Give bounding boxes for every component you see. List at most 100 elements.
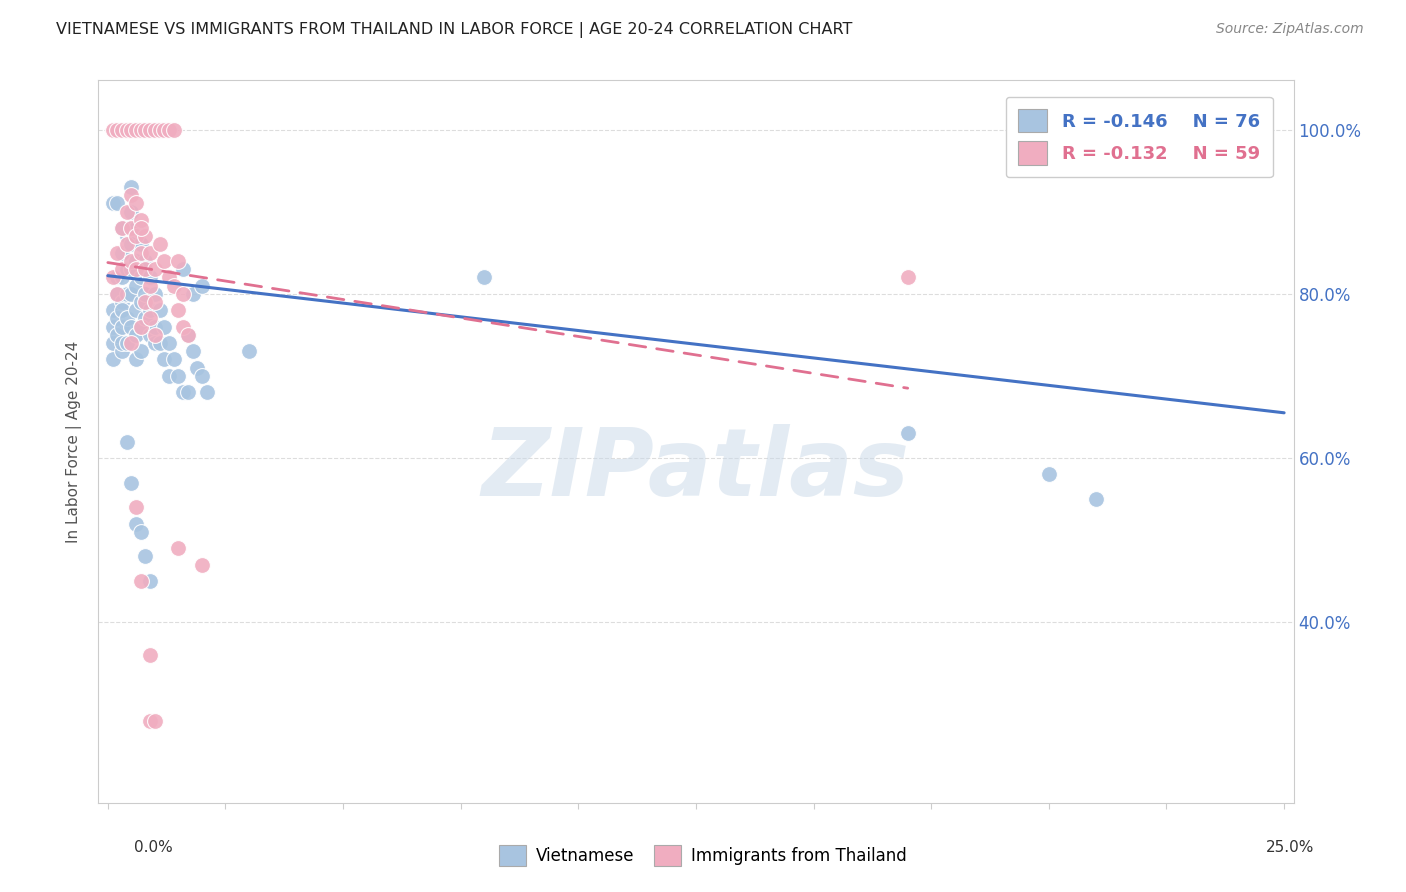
Point [129,221,152,235]
Point [105,122,128,136]
Point [1084,491,1107,506]
Point [105,327,128,342]
Point [143,714,166,728]
Point [125,196,148,211]
Point [153,352,176,367]
Point [111,303,134,318]
Point [143,286,166,301]
Point [111,221,134,235]
Point [111,344,134,359]
Point [115,434,138,449]
Legend: R = -0.146    N = 76, R = -0.132    N = 59: R = -0.146 N = 76, R = -0.132 N = 59 [1005,96,1272,178]
Point [163,278,186,293]
Point [115,336,138,351]
Point [129,319,152,334]
Point [163,122,186,136]
Point [139,245,162,260]
Point [897,426,920,441]
Point [129,524,152,539]
Point [129,344,152,359]
Point [125,122,148,136]
Point [163,352,186,367]
Point [143,122,166,136]
Point [134,122,156,136]
Point [115,204,138,219]
Point [134,286,156,301]
Point [139,303,162,318]
Point [143,262,166,277]
Point [115,122,138,136]
Point [134,295,156,310]
Point [125,327,148,342]
Point [157,368,180,383]
Point [134,549,156,564]
Point [195,385,218,400]
Point [115,237,138,252]
Point [101,122,124,136]
Point [125,221,148,235]
Point [172,319,194,334]
Point [139,278,162,293]
Point [111,270,134,285]
Point [120,253,142,268]
Point [134,262,156,277]
Point [111,122,134,136]
Point [143,336,166,351]
Point [143,327,166,342]
Point [238,344,260,359]
Point [129,270,152,285]
Point [101,270,124,285]
Point [153,253,176,268]
Point [115,262,138,277]
Point [101,303,124,318]
Point [157,270,180,285]
Point [125,229,148,244]
Point [115,221,138,235]
Point [120,475,142,490]
Point [172,262,194,277]
Point [115,229,138,244]
Point [125,278,148,293]
Point [143,319,166,334]
Point [1038,467,1060,482]
Point [134,253,156,268]
Point [191,278,214,293]
Point [101,336,124,351]
Point [111,295,134,310]
Point [120,319,142,334]
Point [125,303,148,318]
Point [177,327,200,342]
Point [149,237,172,252]
Point [125,500,148,515]
Point [120,180,142,194]
Point [129,237,152,252]
Point [134,229,156,244]
Point [111,336,134,351]
Point [139,270,162,285]
Point [125,352,148,367]
Point [134,311,156,326]
Point [120,237,142,252]
Point [111,245,134,260]
Point [167,253,190,268]
Text: 25.0%: 25.0% [1267,840,1315,855]
Point [120,336,142,351]
Point [167,541,190,556]
Text: 0.0%: 0.0% [134,840,173,855]
Point [143,295,166,310]
Point [191,558,214,572]
Point [139,311,162,326]
Point [172,286,194,301]
Point [101,196,124,211]
Point [129,295,152,310]
Point [181,286,204,301]
Point [120,286,142,301]
Point [149,303,172,318]
Point [157,122,180,136]
Point [129,319,152,334]
Point [125,253,148,268]
Point [191,368,214,383]
Point [897,270,920,285]
Point [153,319,176,334]
Point [111,319,134,334]
